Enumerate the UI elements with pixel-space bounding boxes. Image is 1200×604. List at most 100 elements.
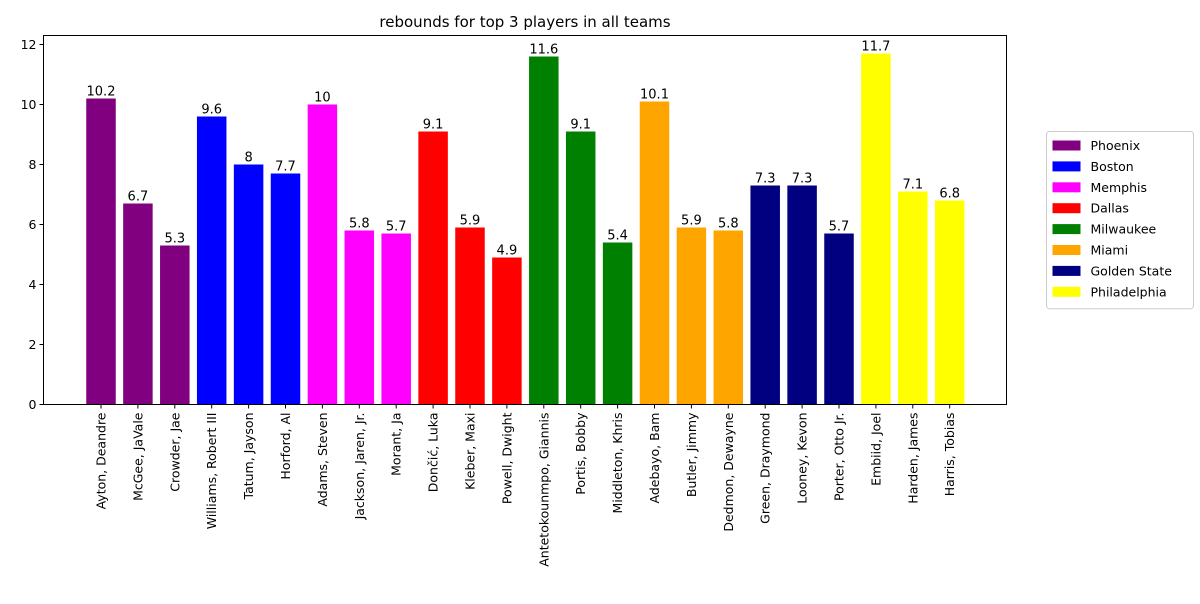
- bar: [529, 56, 559, 405]
- legend-swatch: [1052, 245, 1081, 255]
- bar: [750, 185, 780, 405]
- bar-value-label: 11.7: [861, 40, 890, 55]
- bar: [381, 233, 411, 405]
- bar-value-label: 9.1: [423, 118, 444, 133]
- y-tick-label: 10: [21, 97, 37, 112]
- x-tick-label: Crowder, Jae: [167, 412, 182, 492]
- bar-value-label: 5.9: [681, 214, 702, 229]
- bar-value-label: 5.4: [607, 229, 628, 244]
- bar-value-label: 10: [314, 91, 331, 106]
- x-tick-label: Ayton, Deandre: [94, 412, 109, 509]
- legend-label: Golden State: [1091, 263, 1173, 278]
- legend-label: Milwaukee: [1091, 222, 1157, 237]
- legend-swatch: [1052, 203, 1081, 214]
- bar-value-label: 10.2: [87, 85, 116, 100]
- x-tick-label: Jackson, Jaren, Jr.: [352, 413, 367, 521]
- bar: [123, 203, 153, 405]
- bar: [898, 191, 928, 405]
- y-tick-label: 6: [29, 217, 37, 232]
- x-tick-label: Dončić, Luka: [426, 413, 441, 493]
- x-tick-label: Adebayo, Bam: [647, 413, 662, 504]
- legend-label: Boston: [1091, 159, 1134, 174]
- legend-label: Phoenix: [1091, 138, 1141, 153]
- y-tick-label: 8: [29, 157, 37, 172]
- bar: [160, 245, 190, 405]
- bar: [565, 131, 596, 405]
- bar-value-label: 10.1: [640, 88, 669, 103]
- x-tick-label: Williams, Robert III: [204, 413, 219, 530]
- x-axis: Ayton, Deandre McGee, JaVale Crowder, Jae W…: [94, 404, 957, 567]
- bar-value-label: 8: [244, 151, 252, 166]
- bar: [639, 101, 670, 405]
- legend-label: Dallas: [1091, 201, 1129, 216]
- bar: [455, 227, 485, 405]
- bar: [676, 227, 707, 405]
- bar: [713, 230, 744, 405]
- x-tick-label: Looney, Kevon: [795, 413, 810, 504]
- legend-box: [1046, 131, 1194, 310]
- legend-swatch: [1052, 140, 1081, 151]
- x-tick-label: McGee, JaVale: [130, 412, 145, 501]
- bar-value-label: 6.7: [128, 190, 149, 205]
- bar-value-label: 5.8: [718, 217, 739, 232]
- bar: [934, 200, 965, 405]
- x-tick-label: Morant, Ja: [389, 413, 404, 476]
- x-tick-label: Antetokounmpo, Giannis: [536, 413, 551, 567]
- bar-value-label: 6.8: [939, 187, 960, 202]
- x-tick-label: Powell, Dwight: [499, 412, 514, 504]
- bar-value-label: 11.6: [529, 43, 558, 58]
- bar: [418, 131, 448, 405]
- x-tick-label: Dedmon, Dewayne: [721, 412, 736, 531]
- bar-value-label: 5.3: [164, 232, 185, 247]
- bar: [307, 104, 338, 405]
- x-tick-label: Green, Draymond: [758, 413, 773, 524]
- legend-swatch: [1052, 286, 1081, 297]
- x-tick-label: Adams, Steven: [315, 413, 330, 507]
- x-tick-label: Horford, Al: [278, 413, 293, 480]
- bar: [270, 173, 301, 405]
- bar-value-label: 9.1: [570, 118, 591, 133]
- legend-swatch: [1052, 265, 1081, 276]
- x-tick-label: Harden, James: [905, 413, 920, 504]
- bar-value-label: 5.7: [829, 220, 850, 235]
- x-tick-label: Embiid, Joel: [868, 413, 883, 486]
- value-labels-layer: 10.2 6.7 5.3 9.6 8 7.7 10 5.8 5.7 9.1 5.9 4.9 11.6 9.…: [87, 40, 961, 259]
- x-tick-label: Harris, Tobias: [942, 413, 957, 497]
- bar-value-label: 4.9: [497, 244, 518, 259]
- bar-value-label: 5.9: [460, 214, 481, 229]
- bar: [196, 116, 227, 405]
- bar: [861, 53, 891, 405]
- bar: [492, 257, 522, 405]
- legend-label: Philadelphia: [1091, 284, 1167, 299]
- bar-value-label: 7.3: [792, 172, 813, 187]
- bar-value-label: 5.7: [386, 220, 407, 235]
- bar-value-label: 5.8: [349, 217, 370, 232]
- legend: Phoenix Boston Memphis Dallas Milwaukee Miami…: [1046, 131, 1194, 310]
- bar: [787, 185, 817, 405]
- bar-value-label: 7.1: [902, 178, 923, 193]
- bars-layer: [86, 53, 965, 405]
- legend-label: Memphis: [1091, 180, 1148, 195]
- bar: [602, 242, 633, 405]
- y-tick-label: 2: [29, 337, 37, 352]
- bar-value-label: 9.6: [201, 103, 222, 118]
- bar: [824, 233, 854, 405]
- y-tick-label: 12: [21, 37, 37, 52]
- y-tick-label: 0: [29, 397, 37, 412]
- x-tick-label: Middleton, Khris: [610, 413, 625, 514]
- y-axis: 0 2 4 6 8 10 12: [21, 37, 44, 412]
- x-tick-label: Portis, Bobby: [573, 412, 588, 495]
- x-tick-label: Tatum, Jayson: [241, 413, 256, 501]
- x-tick-label: Porter, Otto Jr.: [832, 413, 847, 501]
- legend-swatch: [1052, 182, 1081, 193]
- legend-swatch: [1052, 224, 1081, 235]
- bar-value-label: 7.3: [755, 172, 776, 187]
- legend-label: Miami: [1091, 243, 1129, 258]
- x-tick-label: Butler, Jimmy: [684, 412, 699, 497]
- bar: [344, 230, 375, 405]
- legend-swatch: [1052, 161, 1081, 172]
- bar: [86, 98, 116, 405]
- bar-value-label: 7.7: [275, 160, 296, 175]
